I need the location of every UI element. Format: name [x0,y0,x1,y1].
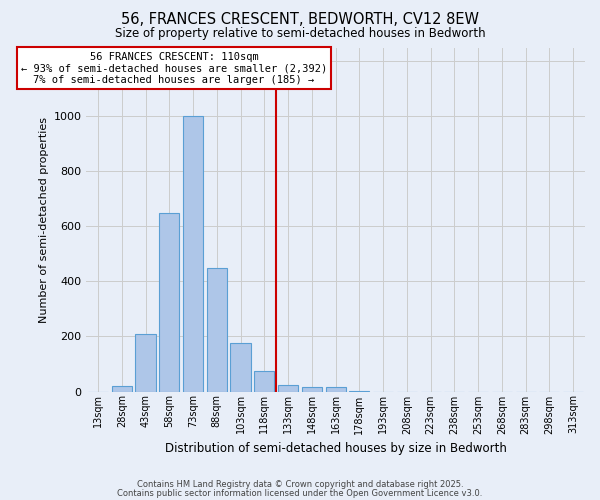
Bar [136,334,155,392]
Bar [326,388,346,392]
Text: Contains HM Land Registry data © Crown copyright and database right 2025.: Contains HM Land Registry data © Crown c… [137,480,463,489]
Bar [207,268,227,392]
Text: Contains public sector information licensed under the Open Government Licence v3: Contains public sector information licen… [118,488,482,498]
X-axis label: Distribution of semi-detached houses by size in Bedworth: Distribution of semi-detached houses by … [164,442,506,455]
Bar [254,371,274,392]
Bar [183,116,203,392]
Bar [349,390,370,392]
Y-axis label: Number of semi-detached properties: Number of semi-detached properties [39,116,49,322]
Text: 56, FRANCES CRESCENT, BEDWORTH, CV12 8EW: 56, FRANCES CRESCENT, BEDWORTH, CV12 8EW [121,12,479,28]
Bar [112,386,132,392]
Bar [302,386,322,392]
Text: 56 FRANCES CRESCENT: 110sqm
← 93% of semi-detached houses are smaller (2,392)
7%: 56 FRANCES CRESCENT: 110sqm ← 93% of sem… [21,52,327,85]
Bar [278,384,298,392]
Bar [230,344,251,392]
Text: Size of property relative to semi-detached houses in Bedworth: Size of property relative to semi-detach… [115,28,485,40]
Bar [159,213,179,392]
